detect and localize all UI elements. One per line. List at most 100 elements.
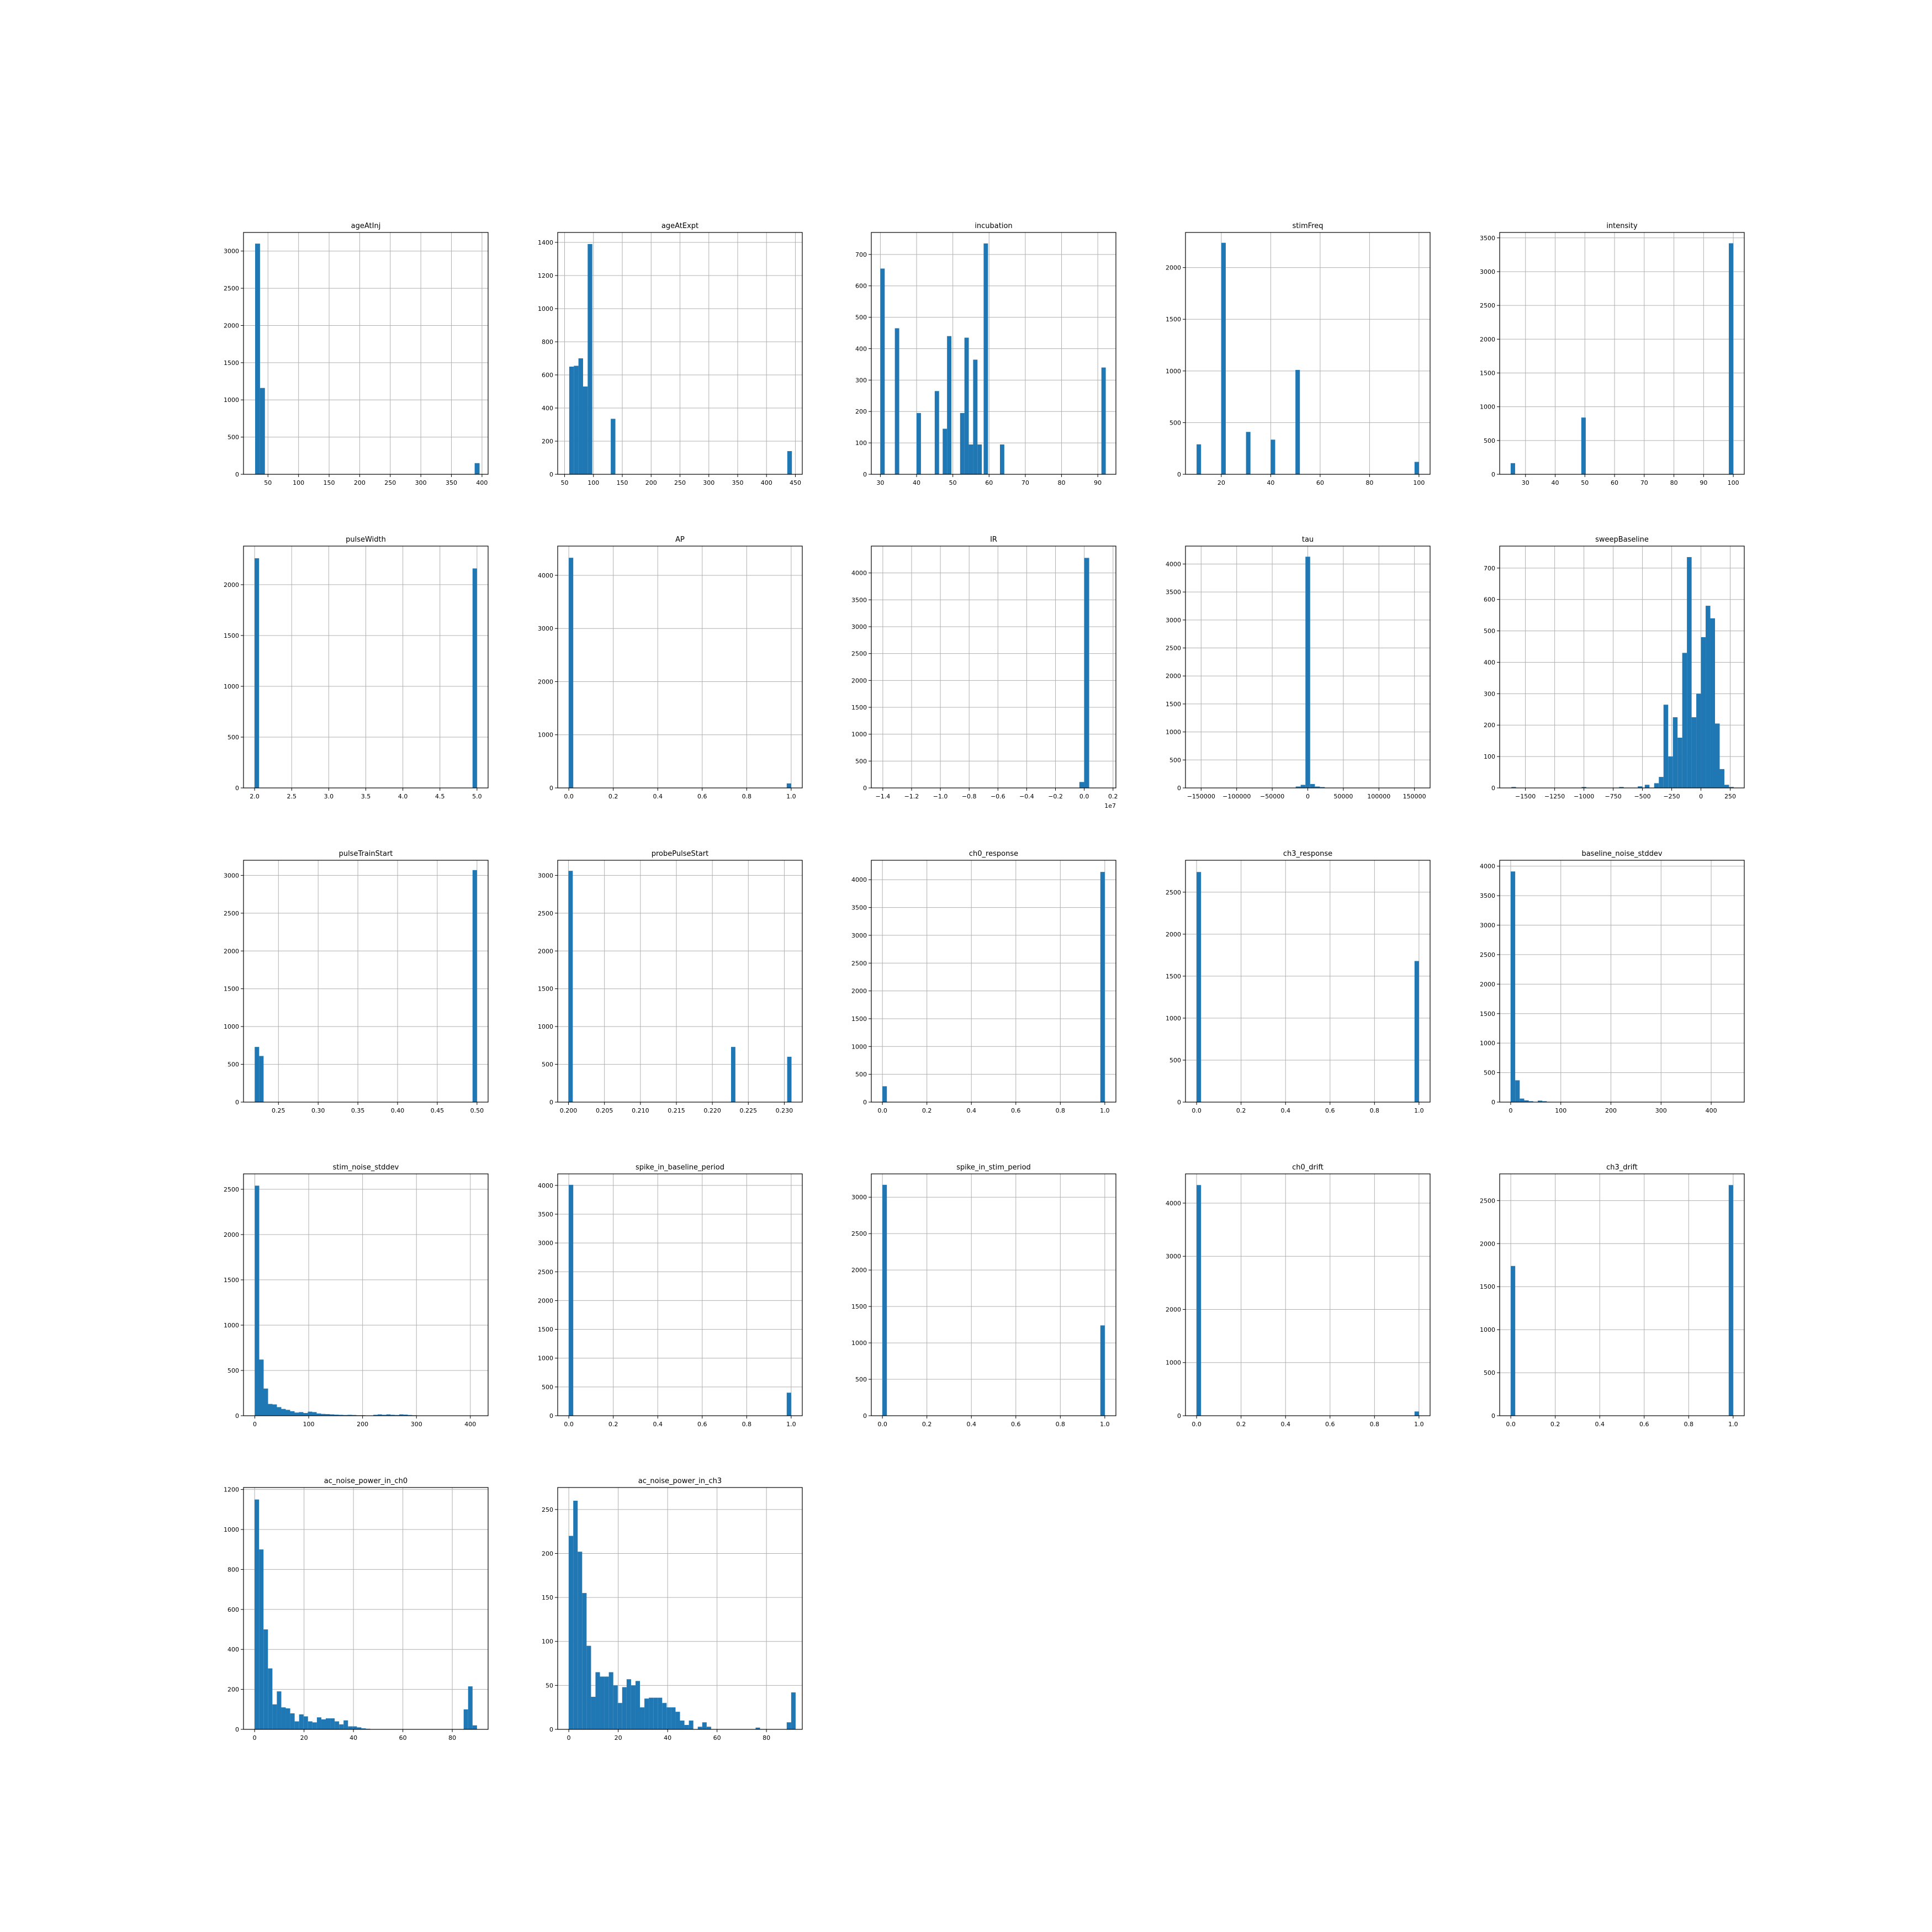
subplot-pulseWidth: 2.0 2.5 3.0 3.5 4.0 4.5 5.0 0 500 1000 1500 2000 pul… [224,536,489,800]
y-tick-label: 1500 [224,632,239,639]
y-tick-label: 1500 [224,359,239,367]
histogram-bar [290,1713,295,1729]
histogram-bar [352,1415,357,1416]
histogram-bar [586,1645,591,1729]
y-tick-label: 500 [1169,419,1181,426]
y-tick-label: 700 [1484,565,1495,572]
subplot-ch0_response: 0.0 0.2 0.4 0.6 0.8 1.0 0 500 1000 1500 2000 2500 30… [851,850,1116,1114]
histogram-bar [1638,786,1643,788]
x-tick-label: 100 [1728,479,1739,486]
y-tick-label: 50 [546,1682,553,1689]
histogram-bar [1310,784,1315,788]
y-tick-label: 0 [1177,785,1181,792]
x-tick-label: 0 [1508,1107,1512,1114]
x-tick-label: 0.2 [608,793,618,800]
histogram-bar [1581,417,1586,474]
x-tick-label: 1.0 [786,793,796,800]
x-tick-label: 300 [1655,1107,1667,1114]
histogram-bar [1414,462,1419,474]
histogram-bar [786,1722,791,1729]
histogram-bar [1511,787,1516,788]
histogram-bar [407,1415,412,1416]
x-tick-label: 0.2 [1236,1107,1246,1114]
x-tick-label: 60 [399,1734,407,1742]
y-tick-label: 100 [855,440,867,447]
y-tick-label: 3000 [538,625,553,632]
subplot-title: probePulseStart [652,850,709,858]
histogram-bar [1542,1101,1547,1102]
y-tick-label: 500 [855,758,867,765]
y-tick-label: 0 [1491,1099,1495,1106]
histogram-bar [964,337,969,474]
y-tick-label: 1500 [1166,973,1181,980]
x-tick-label: 450 [790,479,801,486]
y-tick-label: 0 [235,1099,239,1106]
x-tick-label: −1500 [1515,793,1536,800]
histogram-bar [272,1704,277,1729]
histogram-bar [1101,367,1106,474]
subplot-ageAtInj: 50 100 150 200 250 300 350 400 0 500 1000 1500 2000 2… [224,222,489,486]
x-tick-label: 250 [384,479,396,486]
x-tick-label: 50 [561,479,569,486]
histogram-bar [399,1414,404,1416]
y-tick-label: 2000 [1166,673,1181,680]
y-tick-label: 3000 [224,248,239,255]
histogram-bar [882,1086,887,1102]
histogram-bar [578,1552,583,1729]
histogram-bar [316,1413,321,1416]
histogram-bar [697,1727,702,1729]
y-tick-label: 0 [549,471,553,478]
x-tick-label: 0.6 [1011,1107,1021,1114]
histogram-bar [671,1707,676,1729]
subplot-pulseTrainStart: 0.25 0.30 0.35 0.40 0.45 0.50 0 500 1000 1500 2000… [224,850,489,1114]
x-tick-label: 0.30 [311,1107,325,1114]
histogram-bar [755,1727,760,1729]
x-tick-label: 50 [1581,479,1589,486]
histogram-bar [1728,1185,1733,1416]
x-tick-label: 80 [763,1734,770,1742]
histogram-bar [316,1717,321,1729]
histogram-bar [255,1047,260,1102]
histogram-bar [635,1681,641,1729]
x-tick-label: 0.2 [922,1107,932,1114]
y-tick-label: 2500 [538,910,553,917]
histogram-bar [285,1708,290,1729]
y-tick-label: 1500 [851,1015,867,1023]
histogram-bar [263,1388,268,1416]
histogram-bar [255,558,260,788]
subplot-title: pulseTrainStart [339,850,393,858]
y-tick-label: 3000 [851,932,867,939]
y-tick-label: 400 [1484,659,1495,666]
y-tick-label: 3500 [851,596,867,604]
histogram-bar [308,1411,313,1416]
histogram-bar [983,243,988,474]
x-tick-label: 60 [1611,479,1618,486]
x-tick-label: 0.215 [668,1107,685,1114]
x-tick-label: 80 [1365,479,1373,486]
axes-frame [1499,546,1745,788]
y-tick-label: 800 [542,338,553,346]
x-tick-label: 0 [1306,793,1310,800]
x-tick-label: 0.200 [560,1107,578,1114]
y-tick-label: 4000 [1166,560,1181,568]
axes-frame [871,860,1116,1103]
histogram-bar [290,1411,295,1416]
y-tick-label: 500 [855,1376,867,1383]
histogram-bar [303,1716,308,1729]
histogram-bar [569,558,574,788]
histogram-bar [1537,1100,1543,1102]
subplot-ac_noise_power_in_ch3: 0 20 40 60 80 0 50 100 150 200 250 ac_noise_power_i… [542,1477,803,1742]
y-tick-label: 0 [549,1726,553,1733]
subplot-title: spike_in_baseline_period [636,1163,724,1172]
histogram-bar [611,419,616,474]
y-tick-label: 1500 [224,986,239,993]
histogram-bar [640,1707,645,1729]
y-tick-label: 2000 [851,988,867,995]
x-tick-label: 0.0 [1192,1107,1201,1114]
histogram-bar [1677,737,1682,788]
subplot-title: ac_noise_power_in_ch3 [638,1477,722,1485]
histogram-bar [1246,432,1251,474]
y-tick-label: 2000 [538,678,553,685]
x-tick-label: 50 [949,479,957,486]
